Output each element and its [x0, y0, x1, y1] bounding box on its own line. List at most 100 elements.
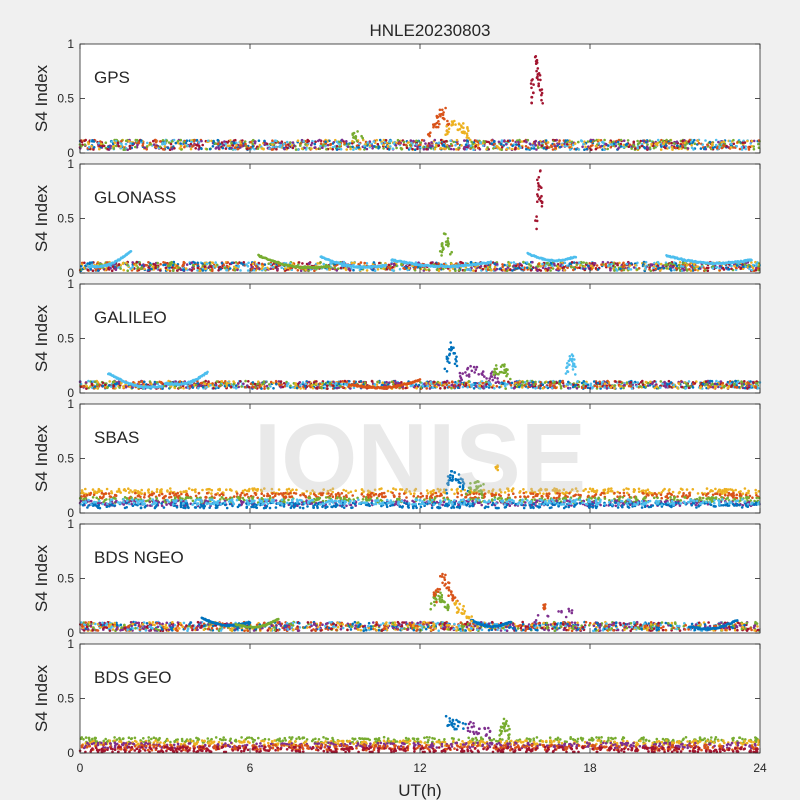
data-point	[516, 147, 520, 150]
y-axis-label: S4 Index	[32, 184, 51, 252]
data-point	[636, 146, 639, 150]
data-point	[688, 142, 692, 145]
data-point	[628, 143, 632, 147]
data-point	[113, 141, 117, 145]
data-point	[189, 142, 193, 146]
data-point	[460, 144, 463, 147]
data-point	[454, 123, 457, 126]
data-point	[525, 147, 528, 151]
data-point	[537, 72, 541, 75]
data-point	[234, 384, 238, 387]
data-point	[177, 266, 180, 269]
data-point	[526, 146, 530, 149]
data-point	[136, 138, 139, 142]
data-point	[441, 248, 445, 251]
data-point	[242, 261, 246, 264]
data-point	[449, 139, 452, 142]
data-point	[606, 379, 609, 383]
data-point	[599, 139, 603, 142]
data-point	[350, 267, 353, 270]
y-tick-label: 0	[67, 146, 74, 160]
data-point	[538, 196, 542, 200]
data-point	[172, 138, 176, 142]
data-point	[727, 268, 731, 271]
data-point	[696, 139, 700, 142]
data-point	[670, 141, 673, 145]
data-point	[269, 380, 273, 384]
data-point	[681, 265, 685, 268]
data-point	[165, 139, 169, 142]
data-point	[129, 267, 132, 270]
data-point	[338, 145, 341, 148]
data-point	[474, 269, 478, 273]
data-point	[650, 142, 653, 146]
data-point	[577, 140, 580, 144]
data-point	[636, 381, 640, 384]
data-point	[237, 382, 240, 385]
data-point	[740, 145, 744, 149]
data-point	[552, 262, 556, 266]
data-point	[534, 380, 537, 384]
data-point	[224, 147, 228, 150]
data-point	[511, 144, 514, 147]
data-point	[346, 145, 350, 149]
data-point	[732, 142, 736, 146]
data-point	[643, 146, 647, 150]
data-point	[610, 262, 613, 266]
data-point	[331, 146, 335, 149]
data-point	[537, 262, 541, 266]
data-point	[168, 261, 172, 265]
data-point	[216, 142, 220, 146]
data-point	[627, 145, 631, 148]
data-point	[435, 125, 438, 129]
data-point	[191, 263, 195, 267]
data-point	[493, 262, 496, 266]
data-point	[354, 147, 358, 150]
data-point	[375, 383, 379, 386]
data-point	[519, 146, 522, 149]
data-point	[180, 148, 183, 151]
data-point	[748, 267, 751, 271]
data-point	[447, 381, 451, 385]
data-point	[154, 140, 158, 144]
data-point	[490, 268, 493, 272]
data-point	[214, 265, 217, 268]
data-point	[351, 139, 354, 143]
data-point	[617, 147, 620, 150]
data-point	[684, 143, 687, 147]
data-point	[291, 386, 295, 389]
data-point	[163, 145, 167, 148]
data-point	[750, 139, 754, 143]
data-point	[349, 145, 352, 149]
data-point	[97, 141, 100, 145]
data-point	[504, 387, 508, 390]
data-point	[299, 269, 303, 273]
data-point	[280, 383, 283, 386]
data-point	[752, 139, 756, 143]
data-point	[709, 146, 712, 149]
data-point	[534, 387, 537, 390]
data-point	[717, 140, 720, 144]
data-point	[651, 144, 655, 148]
data-point	[741, 141, 745, 144]
data-point	[465, 268, 469, 271]
data-point	[687, 140, 690, 143]
data-point	[166, 268, 169, 272]
data-point	[668, 385, 671, 388]
data-point	[241, 139, 244, 142]
data-point	[294, 148, 298, 151]
data-point	[551, 264, 554, 268]
data-point	[239, 146, 242, 149]
data-point	[450, 386, 453, 390]
data-point	[424, 142, 427, 145]
data-point	[574, 384, 577, 387]
data-point	[467, 380, 471, 383]
data-point	[232, 141, 236, 144]
data-point	[437, 120, 440, 123]
data-points	[78, 55, 761, 151]
data-point	[735, 145, 738, 148]
data-point	[529, 269, 533, 272]
data-point	[613, 384, 617, 387]
data-point	[167, 264, 171, 268]
data-point	[371, 147, 374, 150]
